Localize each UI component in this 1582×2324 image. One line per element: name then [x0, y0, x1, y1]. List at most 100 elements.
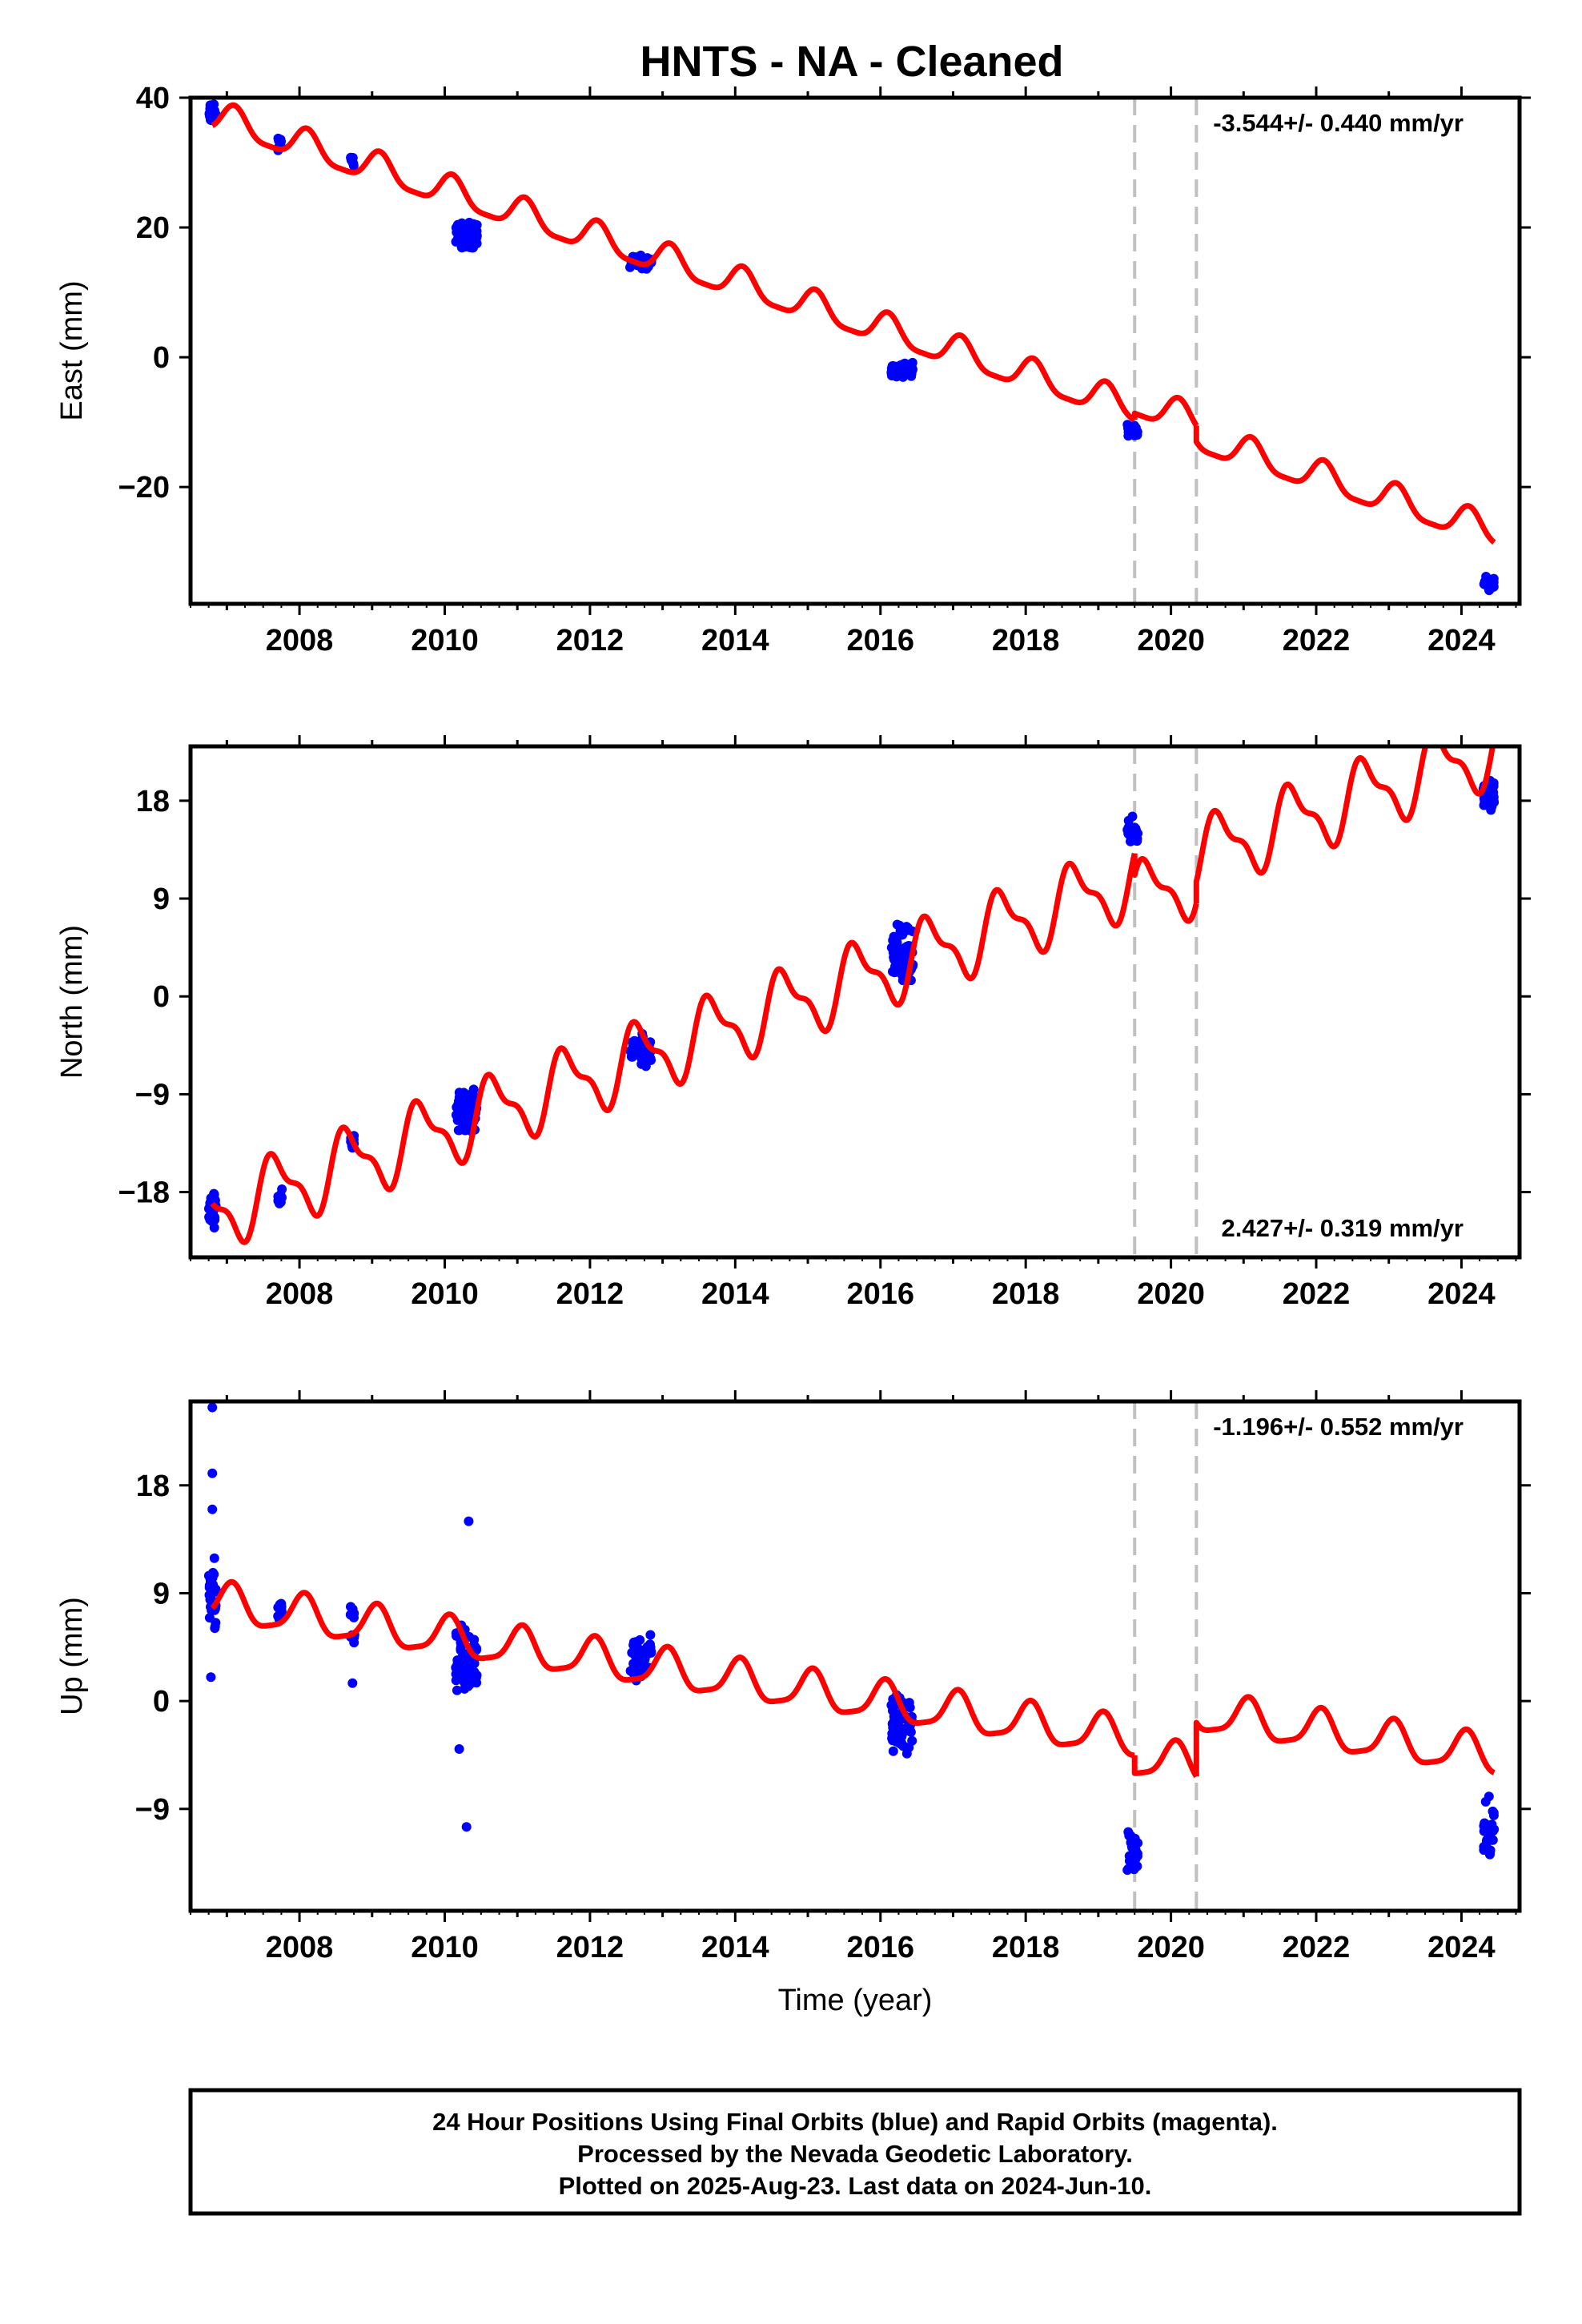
- data-point: [895, 946, 905, 956]
- x-tick-label: 2020: [1137, 624, 1205, 657]
- data-point: [1488, 1835, 1498, 1845]
- x-tick-label: 2008: [266, 1931, 334, 1964]
- y-tick-label: 40: [136, 82, 170, 115]
- x-tick-label: 2016: [846, 1931, 914, 1964]
- data-point: [452, 1659, 463, 1669]
- model-line: [1131, 1737, 1199, 1779]
- data-point: [887, 943, 897, 953]
- data-point: [464, 1516, 474, 1526]
- x-tick-label: 2010: [411, 624, 479, 657]
- x-tick-label: 2014: [701, 1931, 769, 1964]
- data-point: [472, 1678, 482, 1688]
- data-point: [346, 1602, 355, 1612]
- north-panel: 2008 2010 2012 2014 2016 2018 2020 2022 2024 18 9 0…: [55, 735, 1531, 1311]
- x-tick-label: 2012: [556, 1931, 624, 1964]
- data-point: [889, 1711, 899, 1722]
- data-point: [207, 1402, 218, 1413]
- y-tick-label: 0: [153, 341, 170, 375]
- model-line: [1193, 1694, 1496, 1777]
- y-tick-label: 0: [153, 1685, 170, 1719]
- x-tick-label: 2018: [992, 1931, 1060, 1964]
- data-point: [1122, 1865, 1133, 1876]
- y-axis-label: North (mm): [55, 925, 89, 1079]
- data-point: [460, 1110, 470, 1120]
- y-tick-label: 18: [136, 1470, 170, 1503]
- plot-frame: [188, 744, 1522, 1260]
- data-point: [635, 1048, 645, 1059]
- y-tick-label: −20: [118, 471, 170, 505]
- x-axis-label: Time (year): [778, 1984, 933, 2017]
- x-tick-label: 2008: [266, 1277, 334, 1311]
- model-line: [1131, 395, 1199, 428]
- y-axis-label: East (mm): [55, 280, 89, 420]
- data-point: [1488, 1810, 1499, 1820]
- data-point: [347, 153, 358, 163]
- x-tick-label: 2020: [1137, 1931, 1205, 1964]
- data-point: [627, 1647, 637, 1658]
- data-point: [463, 235, 473, 245]
- y-tick-label: 18: [136, 785, 170, 818]
- data-point: [209, 1553, 219, 1563]
- x-tick-label: 2012: [556, 624, 624, 657]
- data-point: [1486, 805, 1496, 815]
- data-point: [276, 136, 286, 147]
- x-tick-label: 2016: [846, 1277, 914, 1311]
- data-point: [1483, 1827, 1492, 1837]
- y-tick-label: 20: [136, 211, 170, 245]
- data-point: [458, 1119, 468, 1129]
- figure-title: HNTS - NA - Cleaned: [640, 38, 1063, 86]
- data-point: [207, 1582, 218, 1593]
- x-tick-label: 2018: [992, 624, 1060, 657]
- data-point: [349, 1638, 359, 1648]
- data-point: [451, 1675, 461, 1686]
- model-line: [1193, 425, 1496, 545]
- data-point: [645, 1642, 656, 1652]
- model-line: [210, 852, 1138, 1245]
- data-point: [1487, 1819, 1497, 1830]
- data-point: [273, 1611, 283, 1622]
- plot-area: [204, 746, 1500, 1245]
- plot-frame: [188, 95, 1522, 606]
- x-tick-label: 2014: [701, 1277, 769, 1311]
- y-axis-label: Up (mm): [55, 1597, 89, 1715]
- x-tick-label: 2024: [1427, 1931, 1496, 1964]
- model-line: [1193, 746, 1496, 903]
- data-point: [893, 1728, 903, 1739]
- data-point: [635, 1651, 644, 1662]
- data-point: [1480, 1818, 1490, 1828]
- east-panel: 2008 2010 2012 2014 2016 2018 2020 2022 2024 40 20…: [55, 82, 1531, 657]
- data-point: [207, 1504, 218, 1514]
- data-point: [468, 224, 478, 234]
- data-point: [901, 922, 912, 932]
- data-point: [1484, 577, 1494, 588]
- rate-label: -3.544+/- 0.440 mm/yr: [1213, 109, 1464, 137]
- data-point: [454, 1744, 464, 1754]
- x-tick-label: 2022: [1283, 624, 1351, 657]
- data-point: [209, 99, 219, 110]
- data-point: [451, 1110, 461, 1120]
- plot-area: [203, 1402, 1500, 1876]
- x-tick-label: 2010: [411, 1931, 479, 1964]
- data-point: [455, 222, 465, 232]
- data-point: [275, 1197, 286, 1208]
- data-point: [886, 1700, 897, 1711]
- data-point: [887, 361, 897, 372]
- data-point: [471, 1670, 481, 1680]
- x-tick-label: 2022: [1283, 1277, 1351, 1311]
- data-point: [889, 967, 900, 978]
- data-point: [1124, 1856, 1134, 1866]
- data-point: [1479, 1842, 1489, 1852]
- model-line: [210, 1578, 1137, 1759]
- data-point: [1126, 424, 1135, 435]
- footer-line-3: Plotted on 2025-Aug-23. Last data on 202…: [559, 2172, 1152, 2200]
- data-point: [468, 1084, 479, 1095]
- data-point: [1487, 778, 1497, 788]
- data-point: [897, 930, 908, 940]
- data-point: [460, 1683, 470, 1694]
- data-point: [204, 1590, 215, 1600]
- footer-line-2: Processed by the Nevada Geodetic Laborat…: [577, 2140, 1133, 2168]
- model-line: [210, 102, 1137, 423]
- data-point: [206, 1672, 216, 1683]
- x-tick-label: 2024: [1427, 1277, 1496, 1311]
